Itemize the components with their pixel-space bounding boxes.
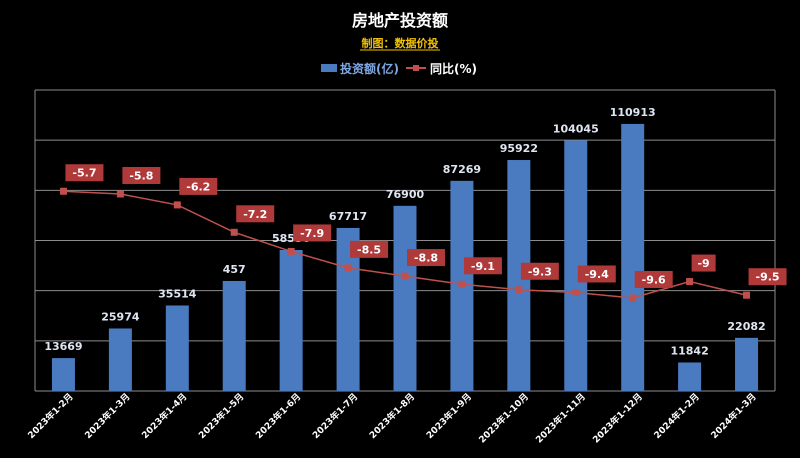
legend-bar-swatch	[321, 64, 337, 72]
yoy-point	[458, 280, 466, 288]
yoy-point	[287, 247, 295, 255]
x-axis-ticks: 2023年1-2月 2023年1-3月 2023年1-4月 2023年1-5月 2023…	[25, 391, 759, 446]
x-tick-label: 2023年1-5月	[196, 391, 246, 441]
bar-value-label: 67717	[329, 210, 367, 223]
legend-line-marker	[413, 65, 419, 71]
yoy-point	[230, 228, 238, 236]
bar	[165, 305, 189, 391]
bar-value-label: 87269	[443, 163, 481, 176]
bar	[108, 328, 132, 391]
bar	[51, 358, 75, 391]
yoy-value-label: -5.8	[129, 169, 153, 182]
yoy-value-label: -8.5	[357, 243, 381, 256]
x-tick-label: 2023年1-11月	[533, 391, 588, 446]
yoy-value-label: -9.6	[642, 273, 666, 286]
yoy-value-label: -6.2	[186, 180, 210, 193]
yoy-point	[344, 264, 352, 272]
yoy-point	[401, 272, 409, 280]
chart-subtitle: 制图：数据价投	[362, 36, 439, 50]
x-tick-label: 2023年1-9月	[424, 391, 474, 441]
yoy-value-label: -9.1	[471, 260, 495, 273]
yoy-value-label: -5.7	[72, 167, 96, 180]
bar	[279, 250, 303, 391]
bar-value-label: 95922	[500, 142, 538, 155]
yoy-label-box	[577, 265, 616, 283]
bar	[393, 205, 417, 391]
yoy-value-label: -9.4	[585, 268, 609, 281]
yoy-point	[572, 288, 580, 296]
yoy-value-label: -8.8	[414, 252, 438, 265]
bar-value-label: 25974	[101, 310, 140, 323]
x-tick-label: 2023年1-2月	[25, 391, 75, 441]
x-tick-label: 2023年1-3月	[82, 391, 132, 441]
yoy-point	[629, 294, 637, 302]
yoy-point	[515, 286, 523, 294]
bar-value-label: 104045	[553, 122, 599, 135]
bar-value-label: 110913	[610, 106, 656, 119]
yoy-label-box	[691, 254, 716, 272]
yoy-point	[116, 190, 124, 198]
yoy-label-box	[634, 270, 673, 288]
yoy-point	[686, 278, 694, 286]
bar-value-label: 457	[223, 263, 246, 276]
yoy-point	[743, 291, 751, 299]
bar	[222, 280, 246, 391]
bar	[621, 123, 645, 391]
x-tick-label: 2024年1-2月	[651, 391, 701, 441]
bar-value-label: 11842	[670, 344, 708, 357]
yoy-label-box	[122, 166, 161, 184]
yoy-value-label: -7.2	[243, 208, 267, 221]
yoy-value-label: -7.9	[300, 227, 324, 240]
yoy-label-box	[748, 268, 787, 286]
yoy-label-box	[65, 164, 104, 182]
yoy-label-box	[407, 249, 445, 267]
x-tick-label: 2023年1-6月	[253, 391, 303, 441]
bar-value-label: 35514	[158, 287, 197, 300]
legend: 投资额(亿) 同比(%)	[321, 61, 477, 76]
chart-title: 房地产投资额	[352, 11, 448, 30]
yoy-label-box	[293, 224, 332, 242]
yoy-label-box	[179, 177, 218, 195]
x-tick-label: 2024年1-3月	[708, 391, 758, 441]
yoy-series: -5.7 -5.8 -6.2 -7.2 -7.9 -8.5 -8.8 -9.1 -9.3 -9.4…	[59, 164, 787, 302]
bar-value-label: 13669	[44, 340, 82, 353]
bar-value-labels: 1366925974355144575855067717769008726995…	[44, 106, 765, 358]
yoy-value-label: -9.5	[756, 271, 780, 284]
bar	[507, 160, 531, 391]
yoy-label-box	[236, 205, 275, 223]
x-tick-label: 2023年1-12月	[590, 391, 645, 446]
yoy-label-box	[520, 262, 559, 280]
bar	[678, 362, 702, 391]
x-tick-label: 2023年1-4月	[139, 391, 189, 441]
legend-line-label: 同比(%)	[430, 61, 477, 76]
bar-value-label: 22082	[727, 320, 765, 333]
yoy-value-label: -9.3	[528, 265, 552, 278]
bar	[564, 140, 588, 391]
yoy-value-label: -9	[697, 257, 709, 270]
x-tick-label: 2023年1-7月	[310, 391, 360, 441]
x-tick-label: 2023年1-10月	[476, 391, 531, 446]
bar-series	[51, 123, 759, 391]
legend-bar-label: 投资额(亿)	[340, 61, 399, 76]
yoy-point	[173, 201, 181, 209]
bar-value-label: 76900	[386, 188, 425, 201]
yoy-label-box	[463, 257, 502, 275]
yoy-label-box	[350, 240, 389, 258]
bar	[735, 337, 759, 391]
x-tick-label: 2023年1-8月	[367, 391, 417, 441]
yoy-point	[59, 187, 67, 195]
